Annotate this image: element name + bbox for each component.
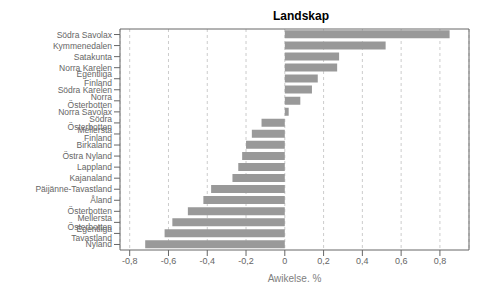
svg-text:0: 0 xyxy=(282,256,287,266)
svg-text:Awikelse, %: Awikelse, % xyxy=(268,273,322,282)
svg-text:-0,6: -0,6 xyxy=(161,256,177,266)
svg-text:Åland: Åland xyxy=(90,195,112,205)
svg-text:Södra Savolax: Södra Savolax xyxy=(57,30,113,40)
svg-text:Kajanaland: Kajanaland xyxy=(69,173,112,183)
svg-text:Nyland: Nyland xyxy=(86,239,113,249)
svg-text:Östra Nyland: Östra Nyland xyxy=(62,151,112,161)
svg-text:Satakunta: Satakunta xyxy=(74,52,113,62)
svg-text:-0,2: -0,2 xyxy=(238,256,254,266)
svg-text:0,4: 0,4 xyxy=(356,256,369,266)
svg-text:0,8: 0,8 xyxy=(434,256,447,266)
svg-text:Lappland: Lappland xyxy=(77,162,112,172)
svg-text:Päijänne-Tavastland: Päijänne-Tavastland xyxy=(35,184,112,194)
svg-text:0,6: 0,6 xyxy=(395,256,408,266)
svg-text:-0,4: -0,4 xyxy=(199,256,215,266)
svg-text:-0,8: -0,8 xyxy=(122,256,138,266)
svg-text:Birkaland: Birkaland xyxy=(77,140,113,150)
svg-text:0,2: 0,2 xyxy=(317,256,330,266)
svg-text:Kymmenedalen: Kymmenedalen xyxy=(53,41,112,51)
